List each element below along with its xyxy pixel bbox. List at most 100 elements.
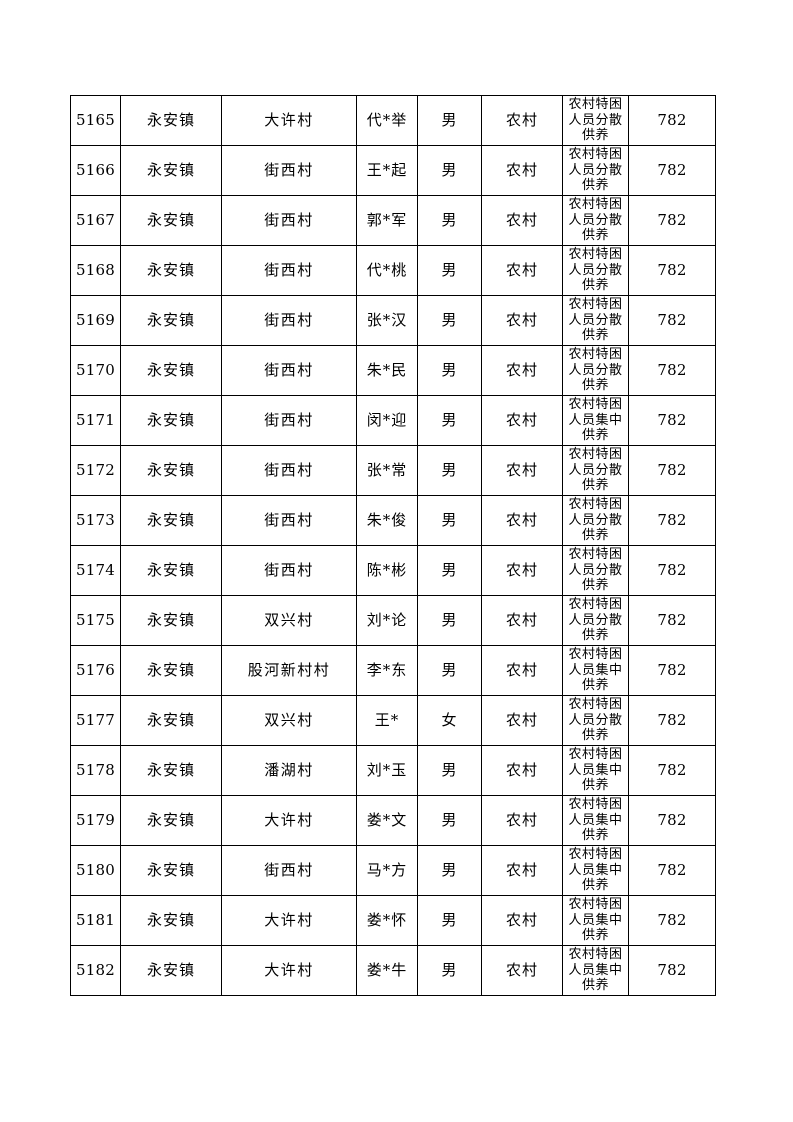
table-row: 5166 永安镇 街西村 王*起男农村 农村特困人员分散供养 782 (70, 145, 716, 196)
cell-household-type: 农村 (481, 495, 563, 546)
cell-sequence-number: 5182 (70, 945, 121, 996)
cell-sequence-number: 5165 (70, 95, 121, 146)
cell-township: 永安镇 (120, 145, 222, 196)
cell-township: 永安镇 (120, 245, 222, 296)
cell-amount: 782 (628, 745, 716, 796)
table-row: 5167 永安镇 街西村 郭*军男农村 农村特困人员分散供养 782 (70, 195, 716, 246)
cell-aid-category-text: 农村特困人员集中供养 (568, 897, 623, 943)
cell-aid-category-text: 农村特困人员分散供养 (568, 297, 623, 343)
cell-household-type: 农村 (481, 95, 563, 146)
cell-gender: 男 (417, 195, 482, 246)
roster-table-body: 5165 永安镇 大许村 代*举男农村 农村特困人员分散供养 782 5166 永安镇 街西村王… (70, 95, 716, 996)
cell-township: 永安镇 (120, 95, 222, 146)
cell-amount: 782 (628, 795, 716, 846)
table-row: 5165 永安镇 大许村 代*举男农村 农村特困人员分散供养 782 (70, 95, 716, 146)
subsidy-roster-table: 5165 永安镇 大许村 代*举男农村 农村特困人员分散供养 782 5166 永安镇 街西村王… (70, 95, 716, 996)
cell-aid-category: 农村特困人员集中供养 (562, 395, 629, 446)
cell-gender: 男 (417, 445, 482, 496)
cell-sequence-number: 5179 (70, 795, 121, 846)
cell-township: 永安镇 (120, 345, 222, 396)
cell-township: 永安镇 (120, 695, 222, 746)
cell-sequence-number: 5173 (70, 495, 121, 546)
cell-amount: 782 (628, 195, 716, 246)
cell-person-name: 朱*民 (356, 345, 418, 396)
cell-amount: 782 (628, 645, 716, 696)
cell-gender: 男 (417, 845, 482, 896)
cell-person-name: 闵*迎 (356, 395, 418, 446)
cell-sequence-number: 5177 (70, 695, 121, 746)
cell-township: 永安镇 (120, 945, 222, 996)
cell-household-type: 农村 (481, 945, 563, 996)
cell-township: 永安镇 (120, 545, 222, 596)
cell-aid-category: 农村特困人员分散供养 (562, 445, 629, 496)
cell-household-type: 农村 (481, 795, 563, 846)
cell-sequence-number: 5170 (70, 345, 121, 396)
cell-aid-category: 农村特困人员集中供养 (562, 645, 629, 696)
cell-sequence-number: 5181 (70, 895, 121, 946)
cell-gender: 男 (417, 895, 482, 946)
cell-person-name: 娄*牛 (356, 945, 418, 996)
cell-aid-category-text: 农村特困人员集中供养 (568, 647, 623, 693)
cell-gender: 女 (417, 695, 482, 746)
table-row: 5178 永安镇 潘湖村 刘*玉男农村 农村特困人员集中供养 782 (70, 745, 716, 796)
cell-amount: 782 (628, 595, 716, 646)
cell-gender: 男 (417, 495, 482, 546)
cell-household-type: 农村 (481, 395, 563, 446)
table-row: 5169 永安镇 街西村 张*汉男农村 农村特困人员分散供养 782 (70, 295, 716, 346)
cell-person-name: 刘*论 (356, 595, 418, 646)
cell-aid-category-text: 农村特困人员集中供养 (568, 847, 623, 893)
cell-aid-category-text: 农村特困人员集中供养 (568, 947, 623, 993)
cell-village: 街西村 (221, 245, 357, 296)
cell-aid-category-text: 农村特困人员集中供养 (568, 397, 623, 443)
cell-household-type: 农村 (481, 895, 563, 946)
cell-sequence-number: 5174 (70, 545, 121, 596)
cell-gender: 男 (417, 245, 482, 296)
cell-amount: 782 (628, 545, 716, 596)
cell-village: 大许村 (221, 945, 357, 996)
cell-township: 永安镇 (120, 595, 222, 646)
cell-village: 潘湖村 (221, 745, 357, 796)
cell-aid-category: 农村特困人员分散供养 (562, 595, 629, 646)
cell-amount: 782 (628, 345, 716, 396)
cell-village: 街西村 (221, 295, 357, 346)
cell-amount: 782 (628, 495, 716, 546)
table-row: 5181 永安镇 大许村 娄*怀男农村 农村特困人员集中供养 782 (70, 895, 716, 946)
cell-aid-category-text: 农村特困人员分散供养 (568, 547, 623, 593)
cell-amount: 782 (628, 245, 716, 296)
cell-village: 街西村 (221, 345, 357, 396)
table-row: 5177 永安镇 双兴村 王* 女农村 农村特困人员分散供养 782 (70, 695, 716, 746)
cell-village: 街西村 (221, 395, 357, 446)
table-row: 5179 永安镇 大许村 娄*文男农村 农村特困人员集中供养 782 (70, 795, 716, 846)
cell-village: 大许村 (221, 795, 357, 846)
table-row: 5176 永安镇 股河新村村 李*东男农村 农村特困人员集中供养 782 (70, 645, 716, 696)
cell-person-name: 张*汉 (356, 295, 418, 346)
cell-household-type: 农村 (481, 845, 563, 896)
cell-aid-category: 农村特困人员集中供养 (562, 795, 629, 846)
cell-person-name: 朱*俊 (356, 495, 418, 546)
cell-gender: 男 (417, 645, 482, 696)
table-row: 5173 永安镇 街西村 朱*俊男农村 农村特困人员分散供养 782 (70, 495, 716, 546)
cell-amount: 782 (628, 895, 716, 946)
table-row: 5168 永安镇 街西村 代*桃男农村 农村特困人员分散供养 782 (70, 245, 716, 296)
cell-gender: 男 (417, 95, 482, 146)
cell-sequence-number: 5176 (70, 645, 121, 696)
cell-township: 永安镇 (120, 645, 222, 696)
table-row: 5171 永安镇 街西村 闵*迎男农村 农村特困人员集中供养 782 (70, 395, 716, 446)
cell-village: 街西村 (221, 845, 357, 896)
cell-household-type: 农村 (481, 645, 563, 696)
cell-gender: 男 (417, 545, 482, 596)
cell-gender: 男 (417, 595, 482, 646)
table-row: 5175 永安镇 双兴村 刘*论男农村 农村特困人员分散供养 782 (70, 595, 716, 646)
cell-household-type: 农村 (481, 145, 563, 196)
cell-amount: 782 (628, 95, 716, 146)
cell-sequence-number: 5166 (70, 145, 121, 196)
cell-household-type: 农村 (481, 595, 563, 646)
cell-township: 永安镇 (120, 745, 222, 796)
cell-household-type: 农村 (481, 445, 563, 496)
cell-person-name: 陈*彬 (356, 545, 418, 596)
cell-aid-category-text: 农村特困人员分散供养 (568, 697, 623, 743)
cell-village: 街西村 (221, 495, 357, 546)
cell-sequence-number: 5175 (70, 595, 121, 646)
cell-village: 大许村 (221, 895, 357, 946)
